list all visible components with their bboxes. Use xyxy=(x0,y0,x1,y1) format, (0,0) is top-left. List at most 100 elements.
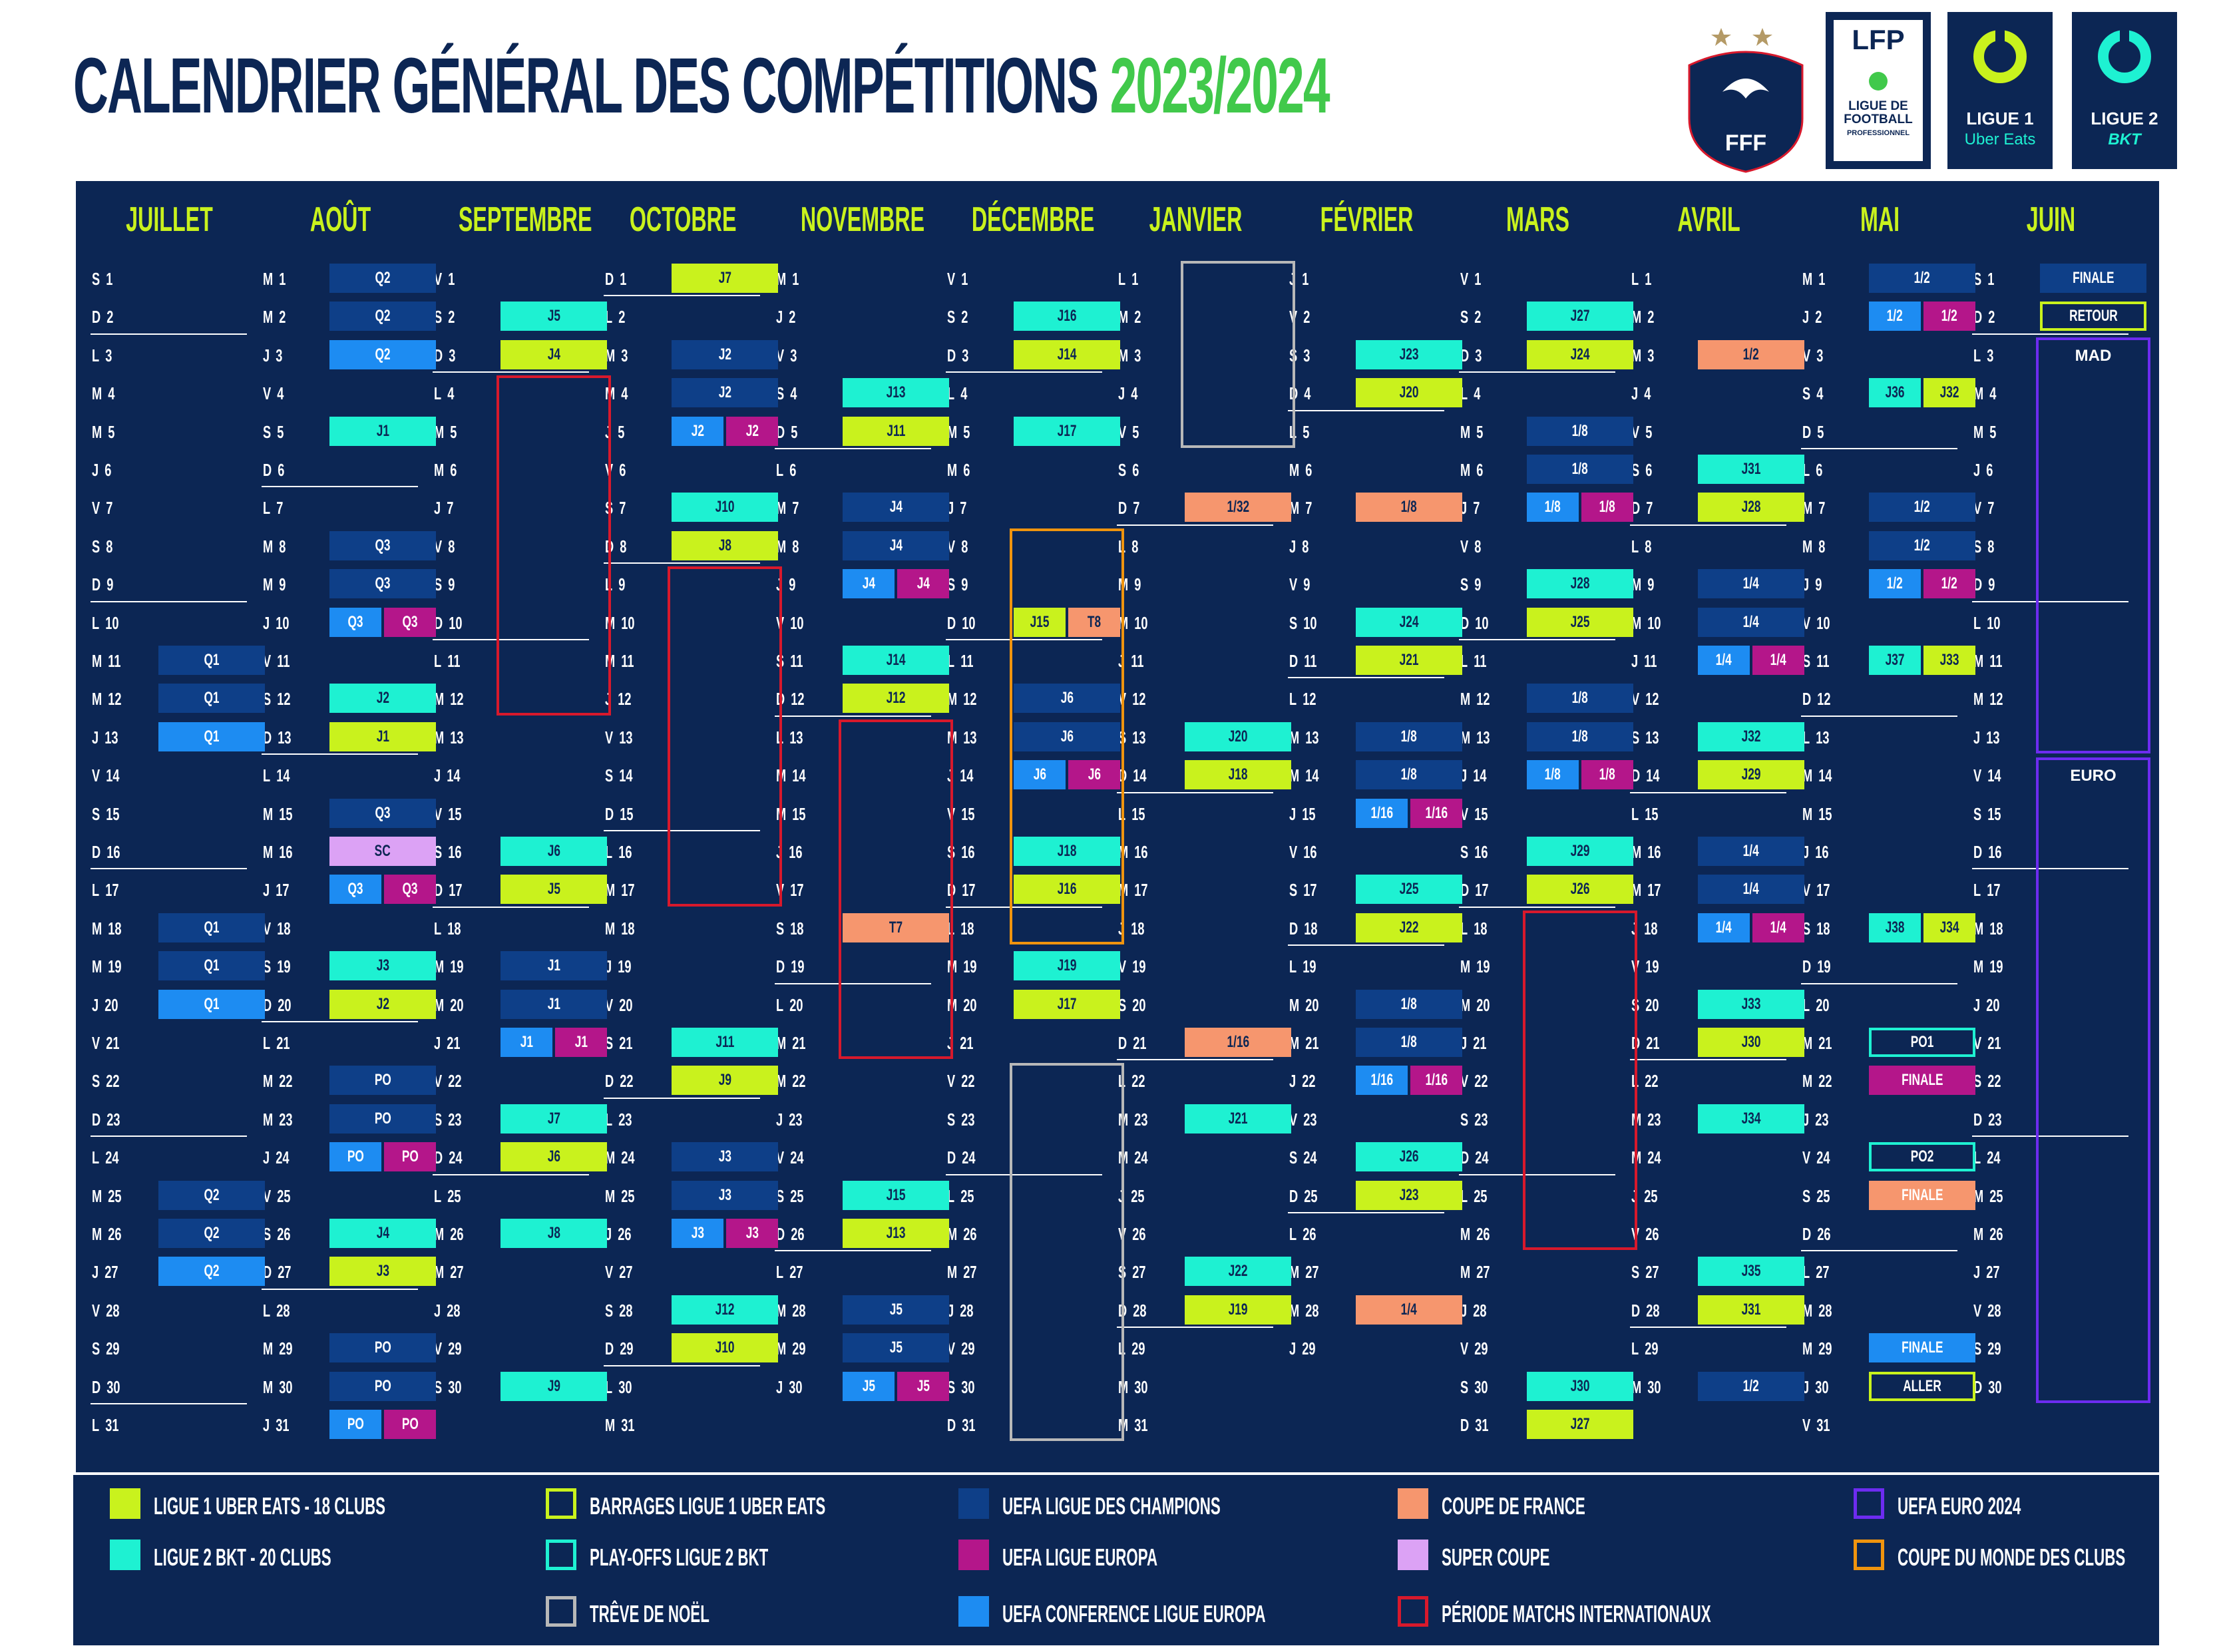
match-event: J2 xyxy=(726,416,778,446)
day-row: M 9 xyxy=(1110,565,1281,600)
match-event: J18 xyxy=(1014,837,1120,866)
week-separator xyxy=(1801,715,1957,717)
day-label: M 6 xyxy=(947,460,970,480)
day-row: M 24 xyxy=(1110,1138,1281,1173)
month-name: FÉVRIER xyxy=(1320,200,1414,239)
day-row: M 3 xyxy=(1110,336,1281,371)
day-row: V 12 xyxy=(1623,680,1794,714)
match-event: J8 xyxy=(672,530,778,560)
day-label: M 9 xyxy=(263,574,286,595)
day-label: S 11 xyxy=(1802,651,1830,671)
match-event: J34 xyxy=(1698,1104,1804,1134)
lfp-name: LFP xyxy=(1852,24,1905,55)
day-label: M 26 xyxy=(434,1224,464,1244)
day-label: M 27 xyxy=(434,1262,464,1283)
week-separator xyxy=(604,295,760,297)
day-row: M 20 xyxy=(1281,986,1452,1020)
day-row: S 20 xyxy=(1110,986,1281,1020)
day-row: J 2 xyxy=(1794,298,1965,332)
day-row: D 19 xyxy=(1794,947,1965,982)
match-event: J25 xyxy=(1527,607,1633,637)
day-label: V 28 xyxy=(1973,1300,2001,1321)
day-row: J 7 xyxy=(1452,489,1623,523)
day-row: M 28 xyxy=(1281,1291,1452,1326)
day-label: S 18 xyxy=(776,918,804,938)
day-row: S 18 xyxy=(1794,909,1965,944)
day-label: V 19 xyxy=(1118,956,1146,977)
day-label: V 21 xyxy=(1973,1033,2001,1053)
match-event: 1/4 xyxy=(1698,607,1804,637)
day-row: S 15 xyxy=(84,795,255,829)
day-row: V 26 xyxy=(1110,1215,1281,1249)
day-label: S 4 xyxy=(776,383,797,404)
legend-item: PÉRIODE MATCHS INTERNATIONAUX xyxy=(1398,1596,1824,1628)
day-label: L 11 xyxy=(434,651,461,671)
day-label: M 22 xyxy=(776,1071,806,1092)
day-label: M 15 xyxy=(263,803,293,824)
day-label: L 25 xyxy=(947,1185,974,1206)
day-row: V 17 xyxy=(1794,871,1965,905)
day-row: S 30 xyxy=(1452,1368,1623,1402)
day-row: L 12 xyxy=(1281,680,1452,714)
day-label: L 24 xyxy=(1973,1147,2001,1168)
match-event: 1/8 xyxy=(1581,760,1633,790)
day-row: D 15 xyxy=(597,795,768,829)
legend-label: UEFA LIGUE EUROPA xyxy=(1002,1544,1158,1571)
match-event: J4 xyxy=(329,1219,436,1248)
period-label: EURO xyxy=(2070,767,2116,785)
match-event: J4 xyxy=(501,339,607,369)
day-row: S 27 xyxy=(1623,1253,1794,1287)
day-row: S 23 xyxy=(426,1100,597,1135)
day-label: M 18 xyxy=(1973,918,2003,938)
day-row: M 25 xyxy=(1965,1177,2136,1211)
day-label: M 26 xyxy=(947,1224,977,1244)
day-label: D 16 xyxy=(1973,842,2002,862)
day-label: M 27 xyxy=(1460,1262,1490,1283)
day-row: V 20 xyxy=(597,986,768,1020)
day-label: M 3 xyxy=(1118,345,1141,365)
day-row: D 16 xyxy=(1965,833,2136,867)
day-label: J 27 xyxy=(92,1262,118,1283)
day-row: D 22 xyxy=(597,1062,768,1096)
match-event: 1/2 xyxy=(1869,530,1975,560)
match-event: 1/8 xyxy=(1356,722,1462,751)
day-row: L 3 xyxy=(84,336,255,371)
day-label: M 5 xyxy=(1973,421,1997,442)
day-row: M 5 xyxy=(84,413,255,447)
day-label: M 29 xyxy=(776,1339,806,1359)
day-row: D 23 xyxy=(84,1100,255,1135)
day-row: M 5 xyxy=(426,413,597,447)
day-row: V 24 xyxy=(768,1138,939,1173)
match-event: J21 xyxy=(1185,1104,1291,1134)
day-row: D 10 xyxy=(426,604,597,638)
match-event: SC xyxy=(329,837,436,866)
match-event: Q3 xyxy=(329,607,381,637)
day-row: M 11 xyxy=(84,642,255,676)
day-label: D 19 xyxy=(776,956,805,977)
legend-item: TRÊVE DE NOËL xyxy=(546,1596,972,1628)
day-row: M 18 xyxy=(84,909,255,944)
day-row: M 13 xyxy=(1452,718,1623,753)
day-row: S 12 xyxy=(255,680,426,714)
day-row: V 4 xyxy=(255,374,426,409)
match-event: 1/8 xyxy=(1356,493,1462,522)
title-season: 2023/2024 xyxy=(1109,42,1330,130)
day-label: D 17 xyxy=(1460,880,1489,901)
day-row: D 14 xyxy=(1623,756,1794,791)
day-label: M 24 xyxy=(605,1147,635,1168)
day-label: M 26 xyxy=(1460,1224,1490,1244)
day-label: S 23 xyxy=(1460,1109,1488,1130)
match-event: 1/4 xyxy=(1698,875,1804,905)
day-row: M 6 xyxy=(1281,451,1452,485)
day-label: M 4 xyxy=(92,383,115,404)
day-label: D 12 xyxy=(1802,689,1831,710)
day-label: M 19 xyxy=(92,956,122,977)
day-row: S 30 xyxy=(939,1368,1110,1402)
day-label: V 18 xyxy=(263,918,291,938)
week-separator xyxy=(1117,524,1273,526)
day-label: J 28 xyxy=(434,1300,461,1321)
day-row: M 5 xyxy=(1452,413,1623,447)
day-label: L 18 xyxy=(1460,918,1488,938)
match-event: J24 xyxy=(1356,607,1462,637)
day-row: J 15 xyxy=(1281,795,1452,829)
